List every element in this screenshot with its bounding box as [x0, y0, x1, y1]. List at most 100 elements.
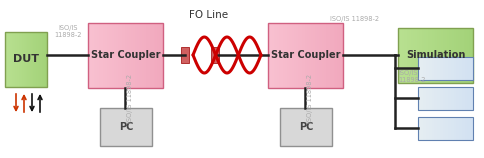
Text: ISO/IS
11898-2: ISO/IS 11898-2	[397, 70, 424, 83]
Bar	[448, 28, 450, 83]
Bar	[151, 23, 154, 88]
Bar	[297, 23, 300, 88]
Bar	[446, 28, 448, 83]
Bar	[457, 28, 459, 83]
Text: PC: PC	[298, 122, 313, 132]
Bar	[279, 108, 332, 146]
Bar	[420, 117, 423, 140]
Bar	[439, 28, 441, 83]
Bar	[26, 32, 28, 87]
Bar	[314, 23, 317, 88]
Bar	[268, 23, 342, 88]
Bar	[88, 23, 90, 88]
Bar	[461, 117, 464, 140]
Bar	[17, 32, 19, 87]
Bar	[125, 23, 128, 88]
Bar	[108, 23, 111, 88]
Text: ISO/IS 11898-2: ISO/IS 11898-2	[330, 16, 379, 22]
Bar	[301, 23, 303, 88]
Bar	[34, 32, 36, 87]
Bar	[439, 87, 442, 110]
Bar	[437, 57, 439, 80]
Bar	[440, 28, 442, 83]
Bar	[455, 28, 457, 83]
Bar	[18, 32, 20, 87]
Bar	[16, 32, 18, 87]
Bar	[31, 32, 33, 87]
Bar	[417, 57, 472, 80]
Bar	[33, 32, 35, 87]
Bar	[459, 28, 461, 83]
Bar	[454, 28, 455, 83]
Bar	[467, 117, 470, 140]
Bar	[450, 57, 454, 80]
Bar	[458, 117, 462, 140]
Bar	[412, 28, 414, 83]
Bar	[437, 87, 439, 110]
Bar	[10, 32, 12, 87]
Bar	[455, 57, 459, 80]
Bar	[417, 87, 421, 110]
Bar	[144, 23, 146, 88]
Bar	[408, 28, 411, 83]
Bar	[150, 23, 152, 88]
Bar	[288, 23, 290, 88]
Bar	[399, 28, 401, 83]
Bar	[417, 57, 421, 80]
Bar	[135, 23, 137, 88]
Bar	[450, 117, 454, 140]
Bar	[325, 23, 328, 88]
Bar	[458, 57, 462, 80]
Bar	[424, 28, 426, 83]
Bar	[439, 117, 442, 140]
Bar	[425, 28, 428, 83]
Bar	[32, 32, 34, 87]
Bar	[116, 23, 118, 88]
Bar	[434, 57, 437, 80]
Bar	[120, 23, 122, 88]
Bar	[434, 117, 437, 140]
Bar	[309, 23, 311, 88]
Bar	[461, 57, 464, 80]
Bar	[445, 87, 448, 110]
Bar	[127, 23, 130, 88]
Bar	[292, 23, 294, 88]
Bar	[439, 57, 442, 80]
Bar	[465, 28, 467, 83]
Bar	[463, 28, 465, 83]
Bar	[340, 23, 343, 88]
Bar	[6, 32, 8, 87]
Bar	[22, 32, 23, 87]
Bar	[100, 108, 151, 146]
Bar	[307, 23, 309, 88]
Bar	[12, 32, 14, 87]
Bar	[283, 23, 285, 88]
Bar	[294, 23, 296, 88]
Bar	[40, 32, 41, 87]
Bar	[303, 23, 305, 88]
Bar	[95, 23, 98, 88]
Bar	[153, 23, 156, 88]
Bar	[464, 117, 467, 140]
Text: Simulation: Simulation	[405, 51, 464, 61]
Bar	[114, 23, 116, 88]
Bar	[129, 23, 131, 88]
Bar	[469, 117, 472, 140]
Bar	[423, 117, 426, 140]
Bar	[422, 28, 424, 83]
Bar	[44, 32, 45, 87]
Bar	[453, 57, 456, 80]
Text: ISO/IS
11898-2: ISO/IS 11898-2	[54, 25, 82, 38]
Bar	[434, 87, 437, 110]
Bar	[338, 23, 341, 88]
Bar	[445, 117, 448, 140]
Bar	[431, 117, 434, 140]
Bar	[442, 117, 445, 140]
Bar	[437, 28, 439, 83]
Bar	[105, 23, 107, 88]
Bar	[464, 57, 467, 80]
Bar	[442, 87, 445, 110]
Bar	[405, 28, 407, 83]
Bar	[423, 87, 426, 110]
Bar	[121, 23, 124, 88]
